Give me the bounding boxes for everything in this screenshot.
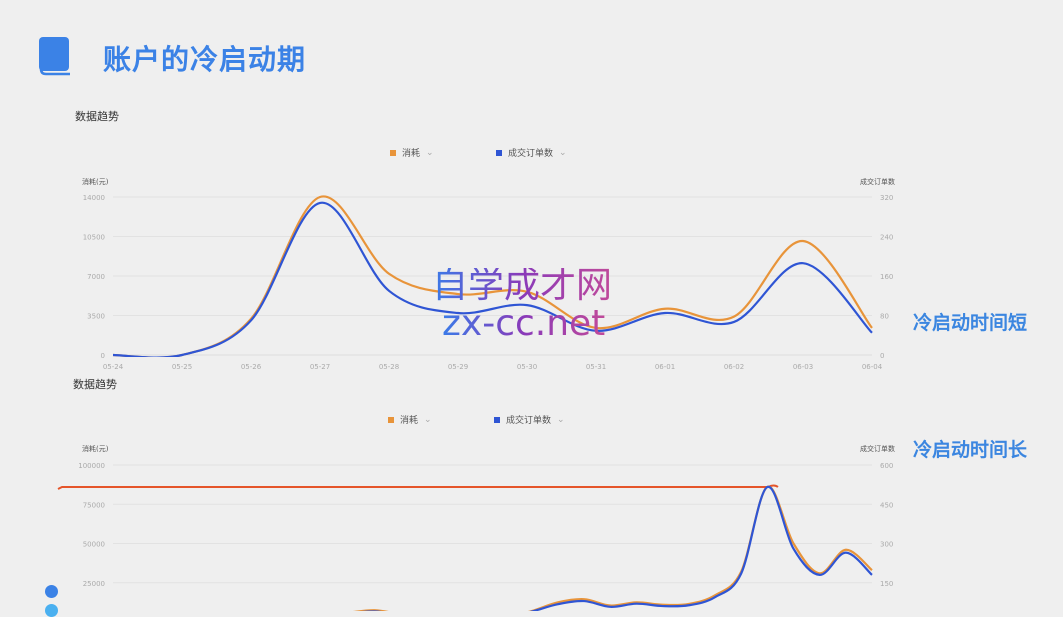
note-short-cold-start: 冷启动时间短	[913, 308, 1027, 335]
y-tick-right: 0	[880, 352, 884, 360]
x-tick: 05-25	[172, 363, 192, 371]
x-tick: 05-29	[448, 363, 468, 371]
y-tick-left: 0	[101, 352, 105, 360]
note-long-cold-start: 冷启动时间长	[913, 435, 1027, 462]
y-tick-left: 7000	[87, 273, 105, 281]
annotation-line	[58, 485, 778, 489]
x-tick: 05-31	[586, 363, 606, 371]
watermark-line2: zx-cc.net	[442, 306, 605, 342]
y-tick-left: 25000	[83, 580, 105, 588]
y-tick-left: 3500	[87, 313, 105, 321]
y-tick-right: 240	[880, 234, 893, 242]
y-tick-right: 450	[880, 501, 893, 509]
watermark-line1: 自学成才网	[432, 268, 612, 304]
x-tick: 05-24	[103, 363, 124, 371]
x-tick: 06-02	[724, 363, 744, 371]
y-tick-left: 75000	[83, 501, 105, 509]
y-tick-left: 50000	[83, 541, 105, 549]
x-tick: 05-27	[310, 363, 330, 371]
y-tick-left: 10500	[83, 234, 105, 242]
x-tick: 05-28	[379, 363, 399, 371]
x-tick: 06-01	[655, 363, 675, 371]
y-tick-right: 80	[880, 313, 889, 321]
y-tick-right: 160	[880, 273, 893, 281]
y-axis-left-label: 消耗(元)	[82, 177, 109, 186]
x-tick: 06-03	[793, 363, 813, 371]
series-line-orders	[113, 487, 872, 611]
y-tick-right: 150	[880, 580, 893, 588]
y-tick-left: 14000	[83, 194, 105, 202]
y-tick-right: 300	[880, 541, 893, 549]
x-tick: 05-26	[241, 363, 262, 371]
y-axis-left-label: 消耗(元)	[82, 444, 109, 453]
y-tick-right: 320	[880, 194, 893, 202]
y-axis-right-label: 成交订单数	[860, 177, 895, 186]
y-tick-left: 100000	[78, 462, 105, 470]
y-axis-right-label: 成交订单数	[860, 444, 895, 453]
nav-dot[interactable]	[45, 585, 58, 598]
x-tick: 05-30	[517, 363, 537, 371]
x-tick: 06-04	[862, 363, 883, 371]
y-tick-right: 600	[880, 462, 893, 470]
